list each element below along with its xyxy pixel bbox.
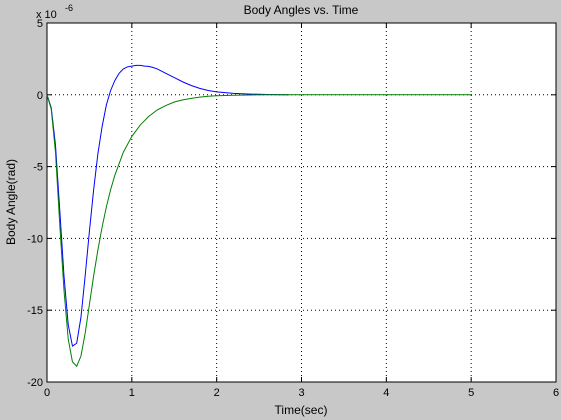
chart-title: Body Angles vs. Time — [244, 3, 359, 17]
series-lines — [46, 64, 472, 368]
y-tick-label: -5 — [33, 162, 43, 174]
y-tick-label: -15 — [27, 305, 43, 317]
x-tick-label: 6 — [553, 387, 559, 399]
y-tick-label: -10 — [27, 233, 43, 245]
x-tick-label: 1 — [129, 387, 135, 399]
x-tick-label: 4 — [383, 387, 389, 399]
x-axis-label: Time(sec) — [275, 403, 328, 417]
y-tick-label: 5 — [37, 18, 43, 30]
plot-area — [46, 22, 557, 383]
axis-ticks: 0 1 2 3 4 5 6 5 0 -5 -10 -15 -20 — [27, 18, 559, 399]
y-tick-label: 0 — [37, 90, 43, 102]
y-exponent-base: x 10 — [36, 9, 57, 21]
series-line-2 — [46, 94, 472, 368]
x-tick-label: 2 — [214, 387, 220, 399]
y-tick-label: -20 — [27, 377, 43, 389]
x-tick-label: 3 — [298, 387, 304, 399]
y-exponent-power: -6 — [65, 3, 73, 13]
y-axis-label: Body Angle(rad) — [4, 159, 18, 245]
series-line-1 — [46, 64, 289, 347]
x-tick-label: 0 — [44, 387, 50, 399]
x-tick-label: 5 — [468, 387, 474, 399]
